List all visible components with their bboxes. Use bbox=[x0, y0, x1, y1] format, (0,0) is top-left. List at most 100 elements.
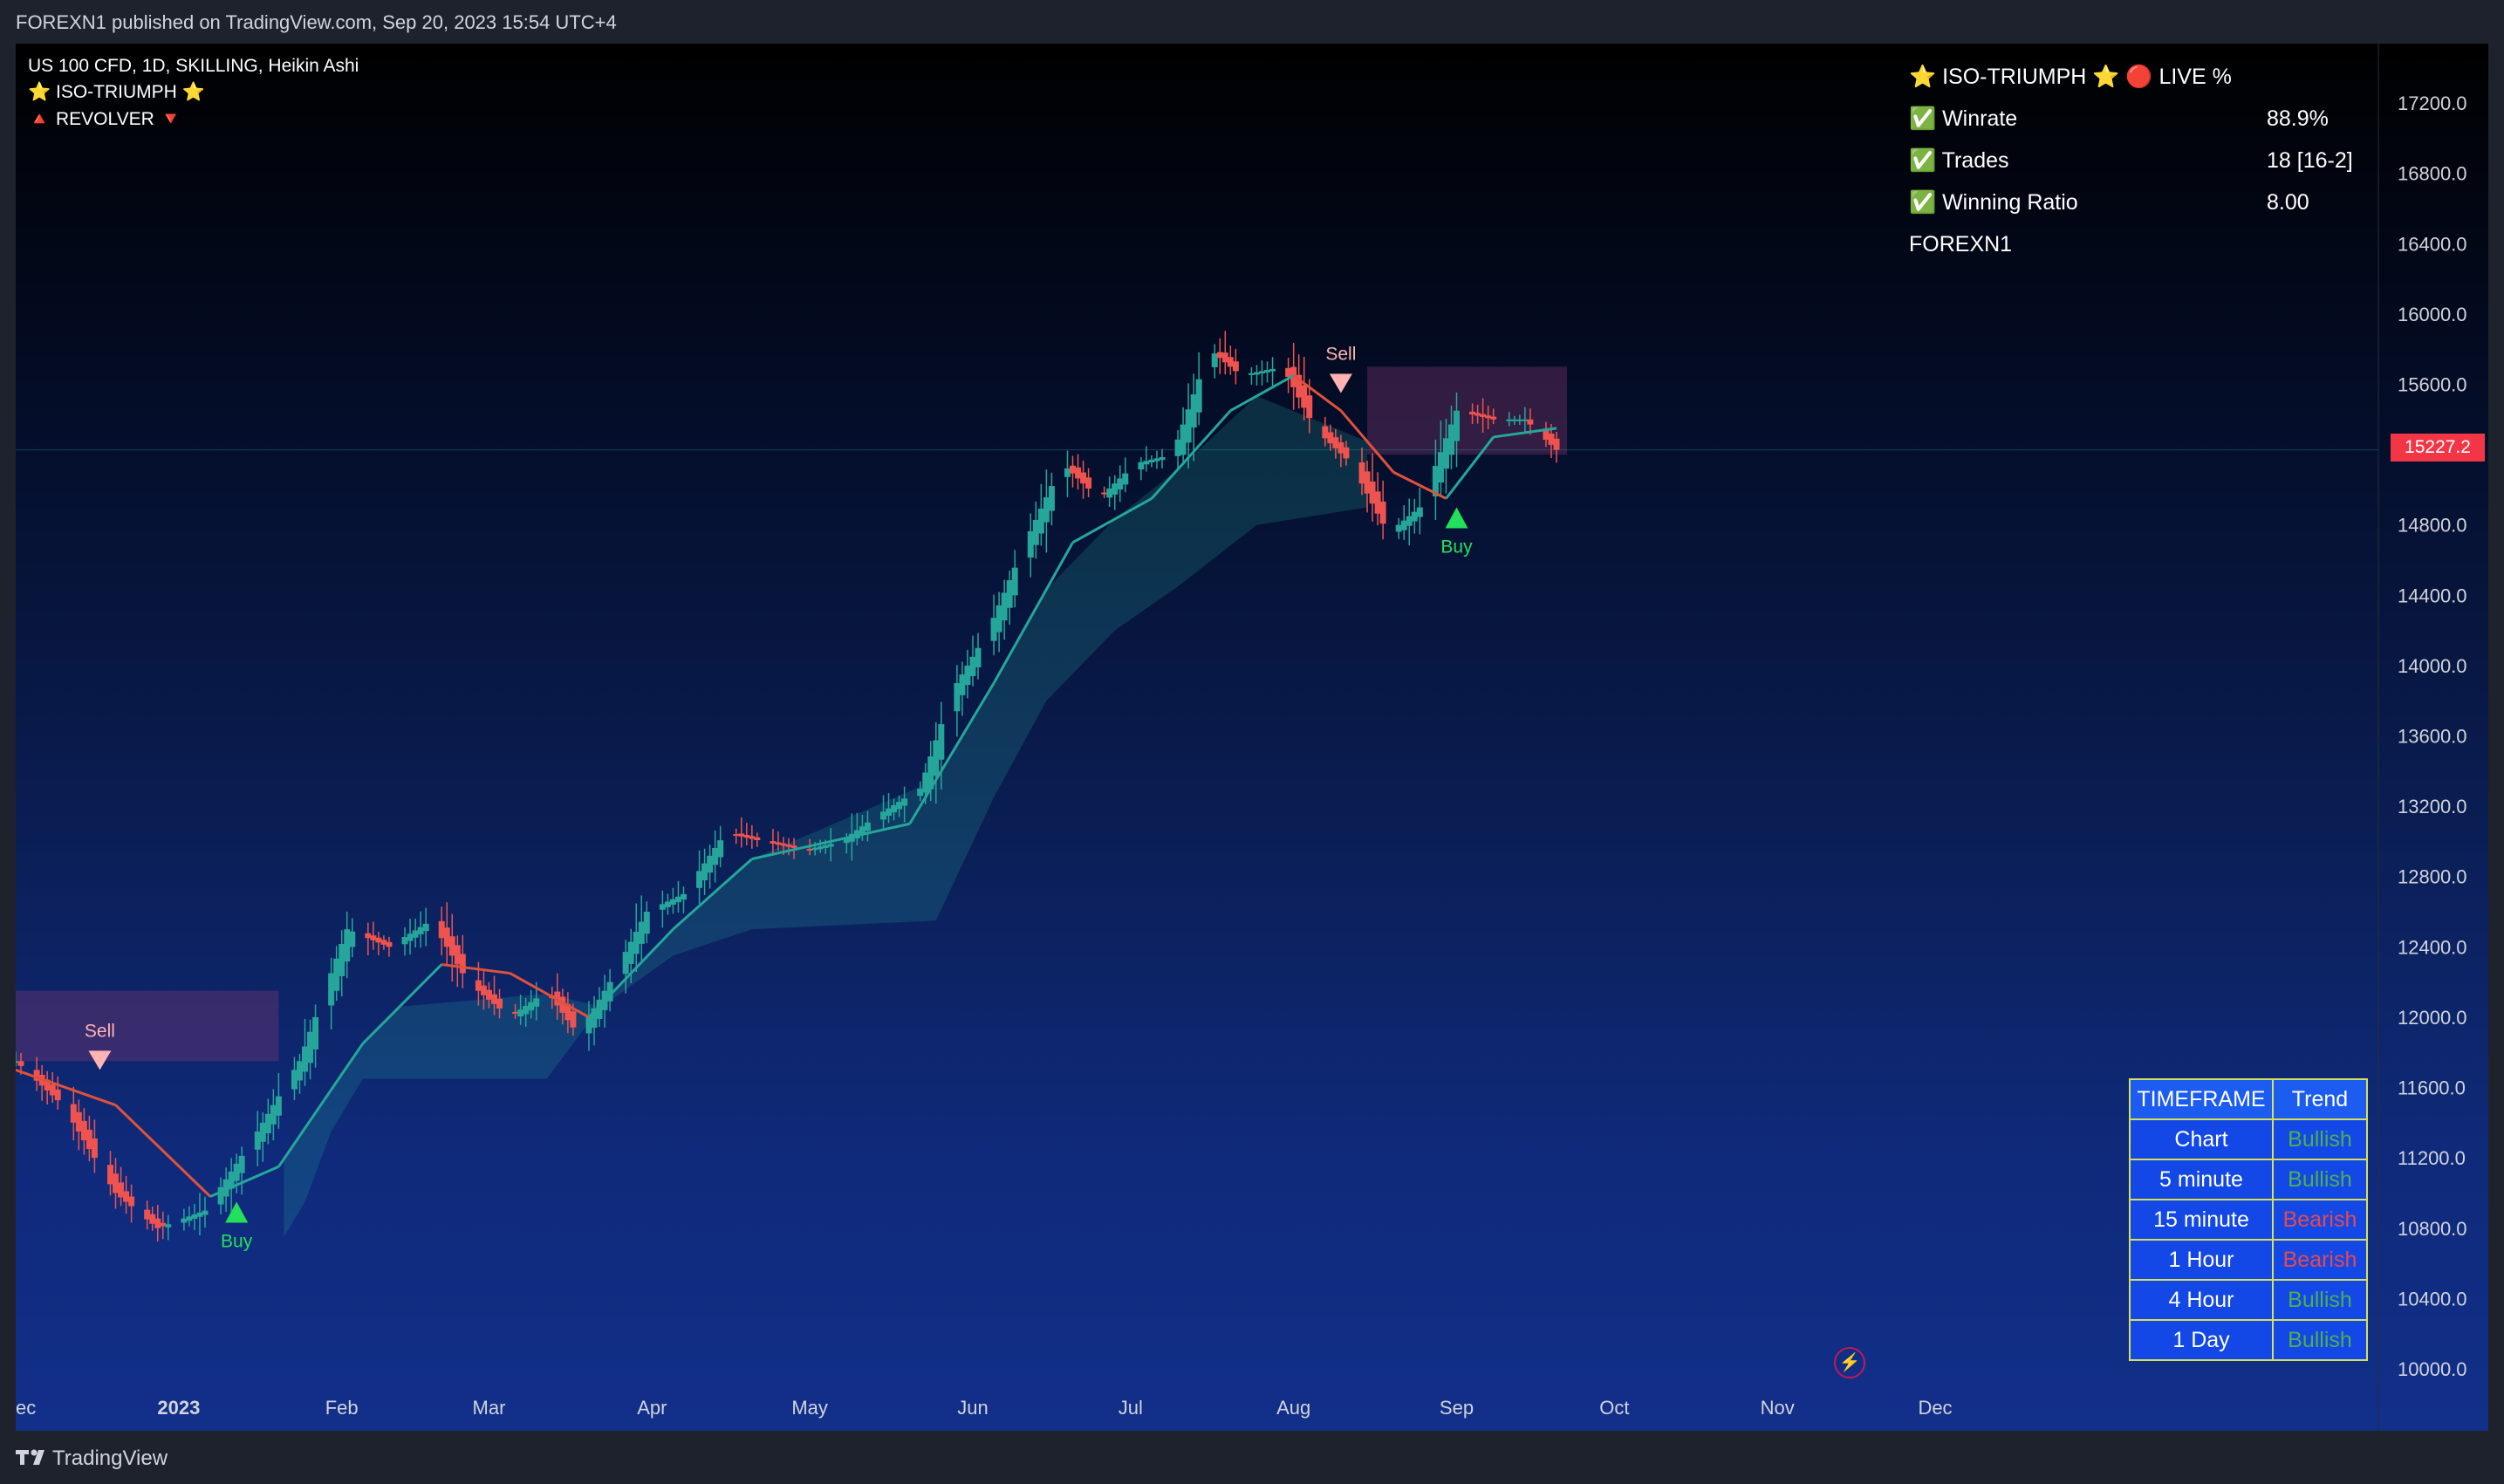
candle-body bbox=[975, 647, 982, 667]
candle bbox=[954, 665, 961, 737]
y-tick-label: 14000.0 bbox=[2398, 655, 2467, 677]
candle-body bbox=[1006, 580, 1013, 608]
trend-line-segment bbox=[1292, 374, 1342, 412]
candle-body bbox=[1442, 438, 1449, 469]
candle-body bbox=[1485, 415, 1492, 419]
candle-body bbox=[591, 1008, 598, 1029]
candle bbox=[123, 1175, 130, 1214]
candle-body bbox=[638, 921, 645, 944]
candle-body bbox=[128, 1196, 135, 1207]
tradingview-brand[interactable]: TradingView bbox=[52, 1446, 168, 1470]
candle bbox=[1474, 405, 1481, 424]
candle bbox=[1027, 513, 1034, 578]
candle bbox=[1527, 408, 1534, 435]
candle bbox=[1048, 472, 1055, 526]
candle bbox=[328, 957, 335, 1030]
candle bbox=[202, 1196, 209, 1228]
candle-body bbox=[54, 1089, 61, 1101]
candle-body bbox=[417, 927, 424, 934]
candle bbox=[1032, 501, 1039, 559]
indicator-legend-revolver[interactable]: 🔺 REVOLVER 🔻 bbox=[28, 109, 182, 129]
candle bbox=[585, 1001, 592, 1051]
publish-info: FOREXN1 published on TradingView.com, Se… bbox=[16, 11, 617, 33]
candle-body bbox=[312, 1016, 319, 1050]
candle bbox=[412, 919, 419, 948]
chart-area[interactable]: Sell Buy Sell Buy 17200.0 16800.0 16400.0 16000… bbox=[16, 44, 2488, 1431]
candle bbox=[1480, 398, 1487, 434]
candle bbox=[480, 969, 487, 1010]
candle-body bbox=[896, 802, 903, 810]
candle bbox=[886, 793, 893, 824]
candle-body bbox=[1364, 471, 1371, 494]
trend-line-segment bbox=[114, 1104, 212, 1198]
candle bbox=[485, 981, 492, 1009]
candle bbox=[196, 1193, 203, 1236]
candle bbox=[733, 828, 740, 845]
lightning-icon[interactable]: ⚡ bbox=[1834, 1347, 1865, 1378]
candle bbox=[659, 890, 666, 928]
candle-body bbox=[749, 836, 756, 839]
candle-body bbox=[770, 841, 777, 844]
price-chart[interactable]: Sell Buy Sell Buy 17200.0 16800.0 16400.0 16000… bbox=[16, 44, 2488, 1431]
candle bbox=[339, 930, 345, 996]
candle bbox=[307, 1019, 314, 1080]
y-tick-label: 14400.0 bbox=[2398, 585, 2467, 606]
sell-signal-marker bbox=[88, 1050, 112, 1070]
candle-body bbox=[1043, 497, 1050, 523]
candle bbox=[512, 1003, 519, 1019]
trend-line-segment bbox=[1071, 497, 1153, 544]
trend-line-segment bbox=[361, 963, 443, 1045]
candle-body bbox=[270, 1104, 277, 1125]
x-tick-label: 2023 bbox=[157, 1397, 200, 1419]
candle-body bbox=[485, 989, 492, 1000]
candles bbox=[16, 331, 1560, 1242]
candle bbox=[438, 906, 445, 956]
candle bbox=[1416, 487, 1423, 535]
candle-body bbox=[1221, 352, 1228, 363]
candle bbox=[770, 829, 777, 855]
timeframe-trend-table: TIMEFRAME Trend Chart Bullish 5 minute B… bbox=[2129, 1078, 2368, 1361]
y-tick-label: 11200.0 bbox=[2398, 1147, 2466, 1169]
candle bbox=[1506, 412, 1513, 427]
candle-body bbox=[1332, 437, 1339, 448]
x-tick-label: Feb bbox=[325, 1397, 359, 1419]
candle bbox=[275, 1072, 282, 1129]
candle bbox=[738, 817, 745, 848]
candle bbox=[564, 992, 571, 1034]
candle-body bbox=[386, 941, 393, 947]
candle bbox=[459, 934, 466, 988]
candle-body bbox=[459, 954, 466, 974]
candle-body bbox=[106, 1165, 113, 1185]
candle-body bbox=[328, 973, 335, 1006]
candle bbox=[154, 1204, 161, 1242]
symbol-legend[interactable]: US 100 CFD, 1D, SKILLING, Heikin Ashi bbox=[28, 56, 359, 76]
candle bbox=[1543, 421, 1550, 448]
candle bbox=[1332, 428, 1339, 459]
candle bbox=[312, 1004, 319, 1068]
candle bbox=[933, 721, 940, 804]
candle bbox=[1327, 424, 1334, 451]
candle bbox=[259, 1111, 266, 1162]
candle bbox=[1037, 483, 1044, 546]
candle-body bbox=[822, 845, 829, 848]
candle-body bbox=[443, 927, 450, 947]
candle-body bbox=[817, 846, 824, 850]
candle bbox=[1153, 450, 1160, 469]
candle bbox=[1211, 344, 1218, 379]
candle bbox=[75, 1099, 82, 1151]
candle bbox=[144, 1200, 151, 1230]
candle-body bbox=[1411, 511, 1418, 522]
candle-body bbox=[160, 1222, 167, 1227]
candle-body bbox=[811, 847, 818, 851]
candle bbox=[664, 893, 671, 915]
timeframe-header: TIMEFRAME bbox=[2129, 1078, 2274, 1120]
indicator-legend-iso-triumph[interactable]: ⭐ ISO-TRIUMPH ⭐ bbox=[28, 82, 205, 102]
trend-line-segment bbox=[587, 928, 674, 1018]
candle-body bbox=[733, 834, 740, 837]
candle-body bbox=[669, 899, 676, 905]
candle-body bbox=[275, 1096, 282, 1116]
candle bbox=[422, 907, 429, 947]
candle-body bbox=[438, 920, 445, 939]
candle bbox=[1216, 338, 1223, 374]
candle bbox=[1338, 434, 1344, 468]
